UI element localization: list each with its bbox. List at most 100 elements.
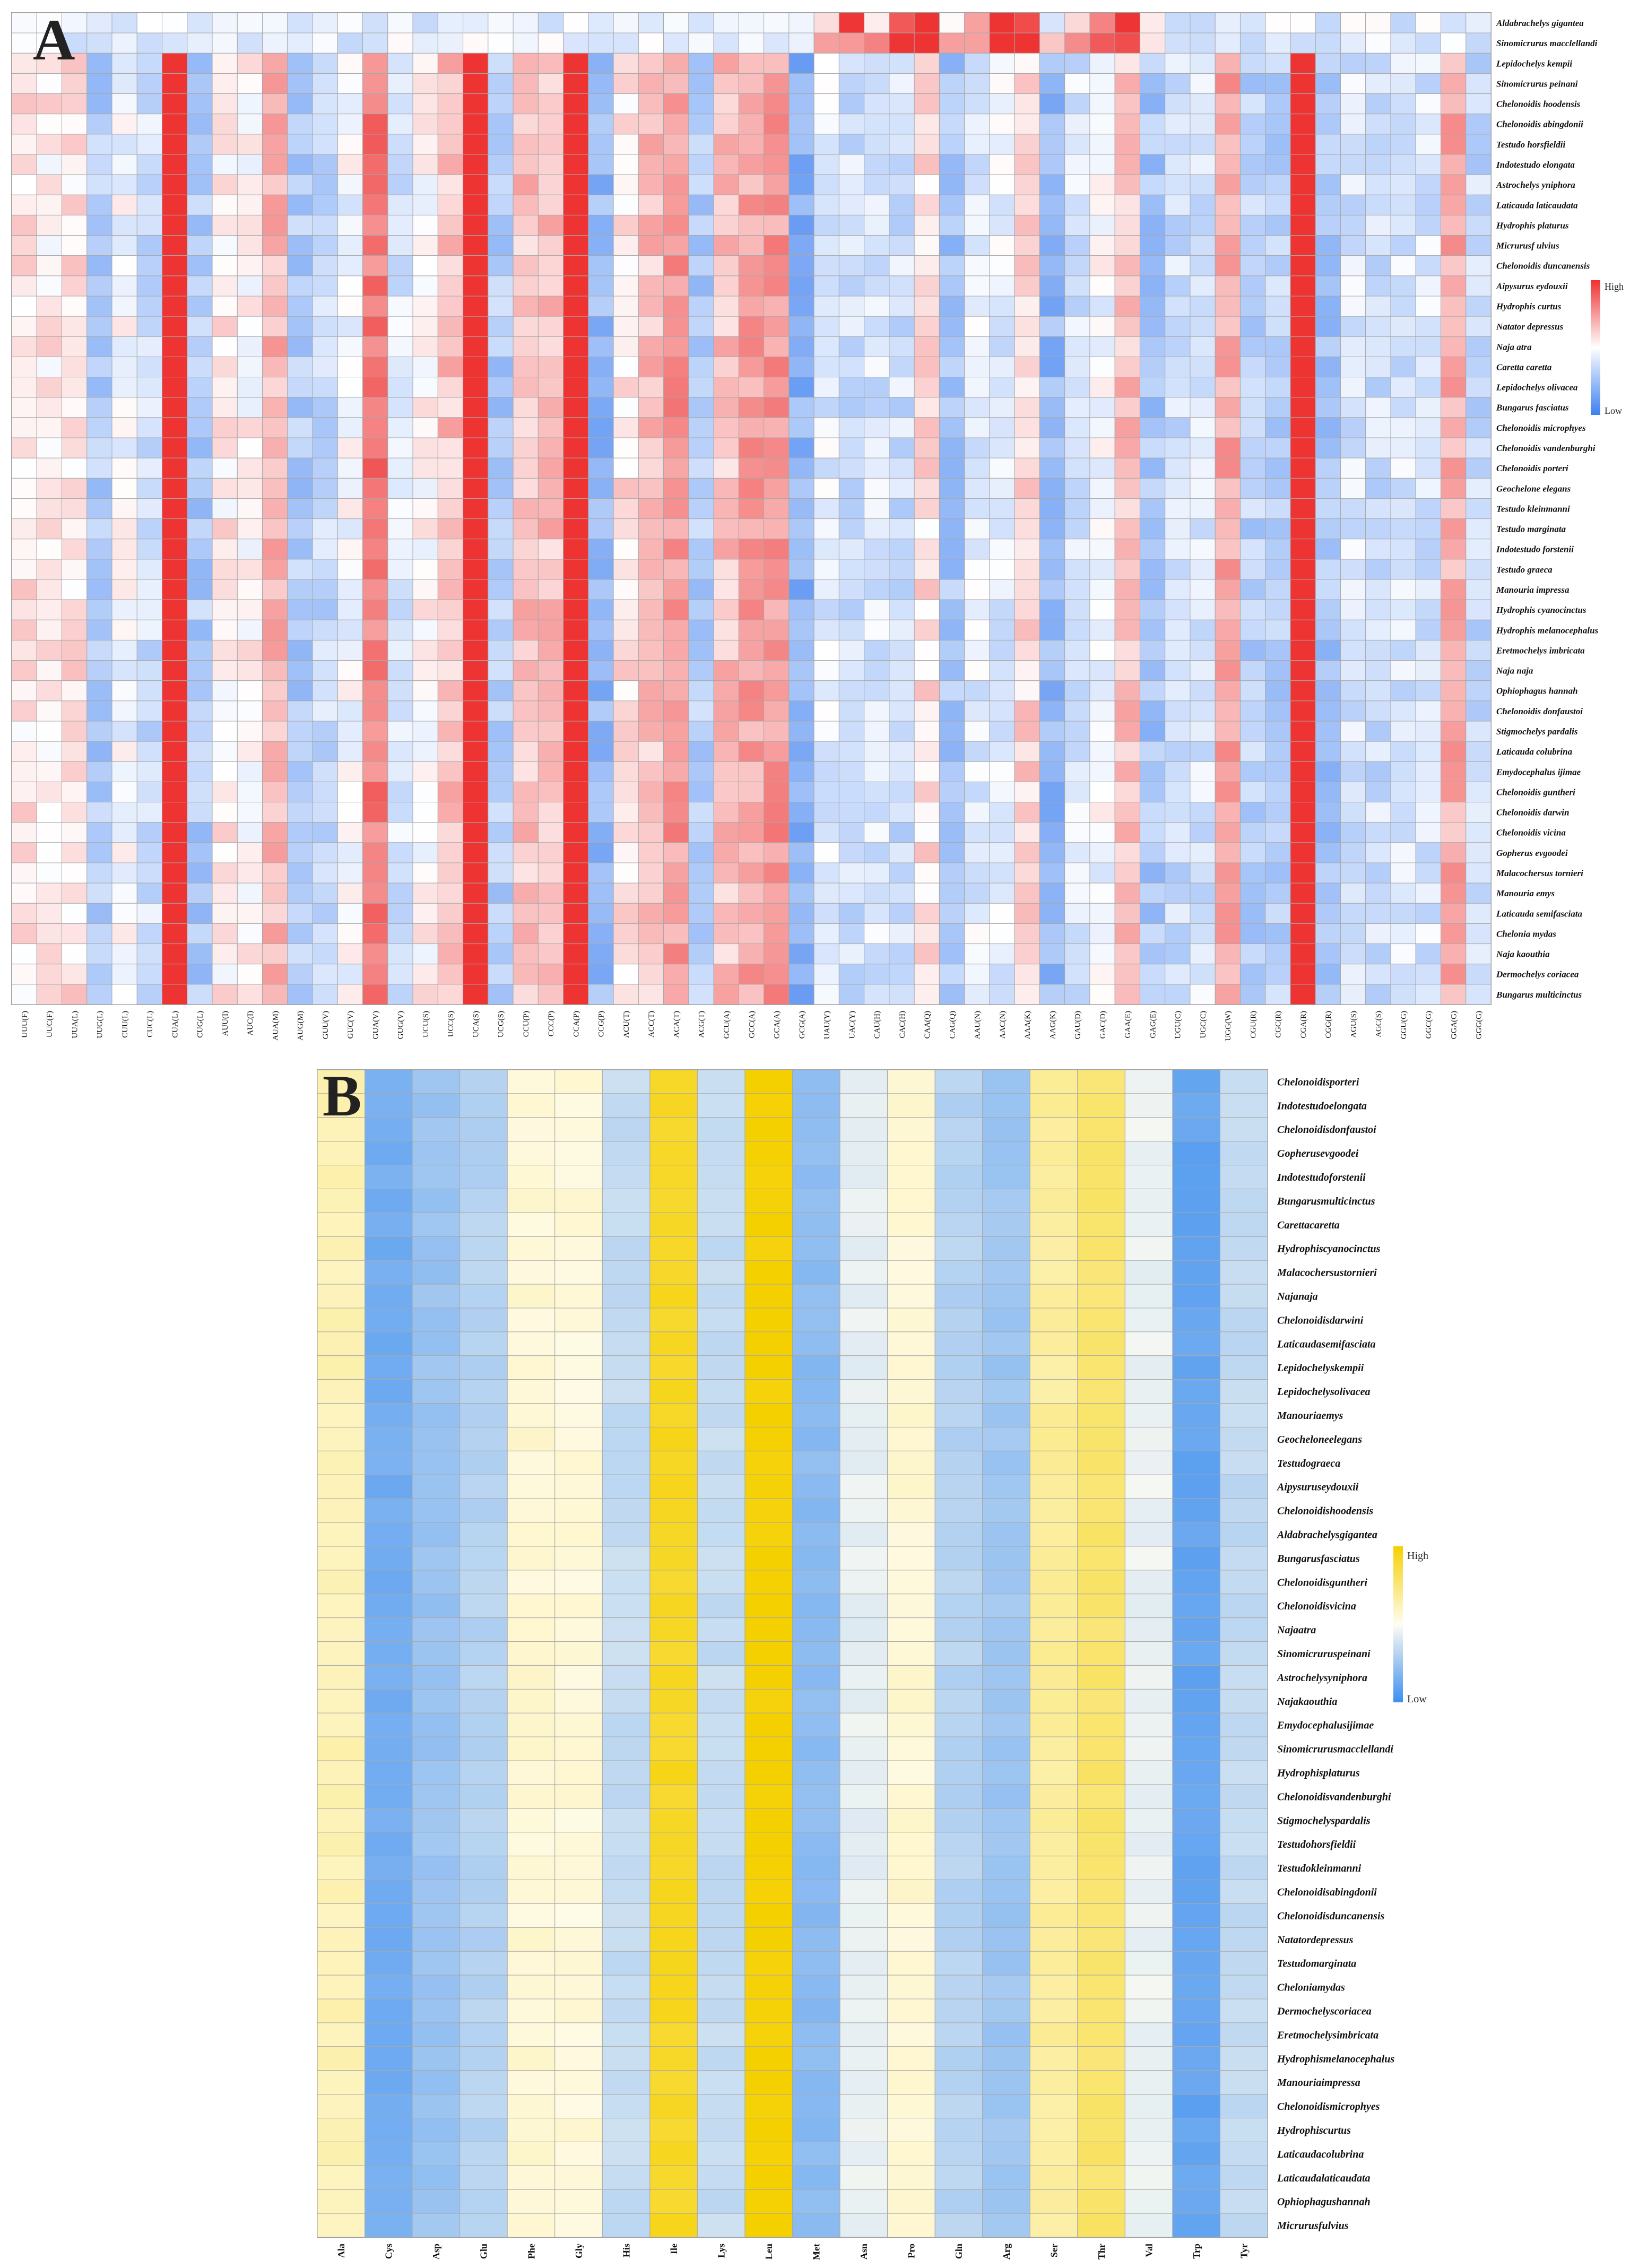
heatmap-cell (1365, 761, 1391, 782)
heatmap-cell (136, 599, 163, 620)
heatmap-cell (86, 114, 112, 135)
heatmap-cell (588, 862, 614, 884)
heatmap-cell (554, 1712, 603, 1737)
heatmap-cell (939, 356, 965, 378)
heatmap-cell (337, 619, 363, 640)
heatmap-cell (588, 882, 614, 904)
heatmap-cell (889, 296, 915, 317)
heatmap-cell (187, 73, 213, 94)
heatmap-cell (437, 802, 464, 823)
heatmap-cell (982, 1665, 1030, 1690)
heatmap-cell (838, 154, 865, 175)
heatmap-cell (864, 984, 890, 1005)
heatmap-cell (838, 174, 865, 195)
heatmap-cell (237, 639, 263, 661)
heatmap-cell (914, 882, 940, 904)
heatmap-cell (1165, 397, 1191, 418)
heatmap-cell (488, 639, 514, 661)
heatmap-cell (1114, 579, 1140, 600)
heatmap-cell (1089, 923, 1115, 945)
heatmap-cell (1265, 964, 1291, 985)
heatmap-cell (939, 134, 965, 155)
heatmap-cell (1029, 1712, 1078, 1737)
row-label: Hydrophiscyanocinctus (1277, 1243, 1381, 1255)
heatmap-cell (1315, 862, 1341, 884)
heatmap-cell (287, 457, 313, 479)
heatmap-cell (412, 316, 438, 337)
heatmap-cell (11, 93, 37, 115)
heatmap-cell (317, 1331, 366, 1356)
heatmap-cell (792, 1736, 840, 1761)
heatmap-cell (1064, 114, 1090, 135)
heatmap-cell (934, 2189, 983, 2214)
heatmap-cell (697, 1117, 745, 1142)
heatmap-cell (764, 539, 790, 560)
heatmap-cell (982, 1760, 1030, 1785)
heatmap-cell (62, 660, 88, 681)
heatmap-cell (638, 93, 664, 115)
heatmap-cell (287, 700, 313, 722)
heatmap-cell (237, 336, 263, 357)
heatmap-cell (187, 316, 213, 337)
heatmap-cell (1290, 417, 1316, 438)
heatmap-cell (864, 882, 890, 904)
heatmap-cell (934, 1880, 983, 1904)
heatmap-cell (602, 2118, 651, 2142)
heatmap-cell (1365, 579, 1391, 600)
heatmap-cell (11, 174, 37, 195)
heatmap-cell (1190, 964, 1216, 985)
heatmap-cell (287, 296, 313, 317)
heatmap-cell (537, 12, 564, 33)
heatmap-cell (934, 2094, 983, 2119)
heatmap-cell (982, 1617, 1030, 1642)
heatmap-cell (1029, 1832, 1078, 1857)
heatmap-cell (588, 154, 614, 175)
heatmap-cell (788, 761, 814, 782)
heatmap-cell (86, 619, 112, 640)
heatmap-cell (365, 1760, 413, 1785)
heatmap-cell (459, 1069, 508, 1094)
heatmap-cell (649, 1165, 698, 1189)
heatmap-cell (1365, 478, 1391, 499)
heatmap-cell (1064, 539, 1090, 560)
heatmap-cell (1315, 134, 1341, 155)
heatmap-cell (387, 498, 413, 520)
heatmap-cell (459, 2213, 508, 2238)
heatmap-cell (136, 73, 163, 94)
heatmap-cell (362, 214, 388, 236)
heatmap-cell (337, 316, 363, 337)
heatmap-cell (838, 478, 865, 499)
heatmap-cell (934, 1712, 983, 1737)
heatmap-cell (663, 984, 689, 1005)
heatmap-cell (663, 93, 689, 115)
heatmap-cell (934, 1522, 983, 1547)
heatmap-cell (889, 639, 915, 661)
heatmap-cell (889, 599, 915, 620)
heatmap-cell (788, 680, 814, 702)
column-label: AGC(S) (1375, 1011, 1383, 1037)
heatmap-cell (764, 194, 790, 215)
heatmap-cell (513, 134, 539, 155)
heatmap-cell (764, 478, 790, 499)
heatmap-cell (788, 174, 814, 195)
heatmap-cell (212, 296, 238, 317)
heatmap-cell (11, 214, 37, 236)
heatmap-cell (507, 1546, 556, 1571)
heatmap-cell (649, 1927, 698, 1952)
heatmap-cell (1265, 518, 1291, 540)
heatmap-cell (713, 32, 739, 54)
heatmap-cell (1290, 943, 1316, 965)
heatmap-cell (162, 599, 188, 620)
heatmap-cell (1365, 12, 1391, 33)
heatmap-cell (663, 174, 689, 195)
heatmap-cell (1219, 1808, 1268, 1833)
heatmap-cell (1415, 417, 1441, 438)
heatmap-cell (1114, 377, 1140, 398)
heatmap-cell (1219, 2118, 1268, 2142)
heatmap-cell (312, 964, 338, 985)
heatmap-cell (187, 194, 213, 215)
heatmap-cell (788, 822, 814, 843)
heatmap-cell (1265, 214, 1291, 236)
heatmap-cell (136, 862, 163, 884)
heatmap-cell (792, 2094, 840, 2119)
